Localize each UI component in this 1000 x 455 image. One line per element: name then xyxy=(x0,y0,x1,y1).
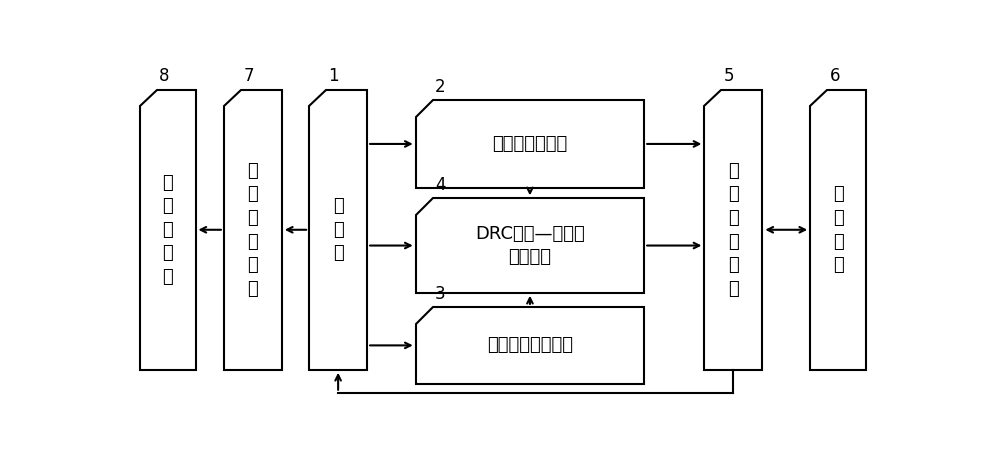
Text: 正弦波发生电路: 正弦波发生电路 xyxy=(492,135,568,153)
Polygon shape xyxy=(704,90,762,370)
Text: 第
二
测
试
电
缆: 第 二 测 试 电 缆 xyxy=(248,162,258,298)
Polygon shape xyxy=(140,90,196,370)
Text: 5: 5 xyxy=(724,67,734,86)
Text: 2: 2 xyxy=(435,78,446,96)
Text: 数字逻辑时钟电路: 数字逻辑时钟电路 xyxy=(487,336,573,354)
Text: DRC数字—旋转变
压器转换: DRC数字—旋转变 压器转换 xyxy=(475,225,585,266)
Text: 被
测
系
统: 被 测 系 统 xyxy=(833,185,843,274)
Polygon shape xyxy=(224,90,282,370)
Text: 3: 3 xyxy=(435,285,446,303)
Polygon shape xyxy=(416,100,644,188)
Polygon shape xyxy=(416,307,644,384)
Polygon shape xyxy=(309,90,367,370)
Text: 4: 4 xyxy=(435,176,446,194)
Text: 控
制
箱: 控 制 箱 xyxy=(333,197,344,263)
Text: 1: 1 xyxy=(328,67,339,86)
Polygon shape xyxy=(810,90,866,370)
Polygon shape xyxy=(416,198,644,293)
Text: 7: 7 xyxy=(243,67,254,86)
Text: 8: 8 xyxy=(159,67,170,86)
Text: 6: 6 xyxy=(829,67,840,86)
Text: 第
一
测
试
电
缆: 第 一 测 试 电 缆 xyxy=(728,162,739,298)
Text: 测
试
工
控
机: 测 试 工 控 机 xyxy=(162,173,173,286)
